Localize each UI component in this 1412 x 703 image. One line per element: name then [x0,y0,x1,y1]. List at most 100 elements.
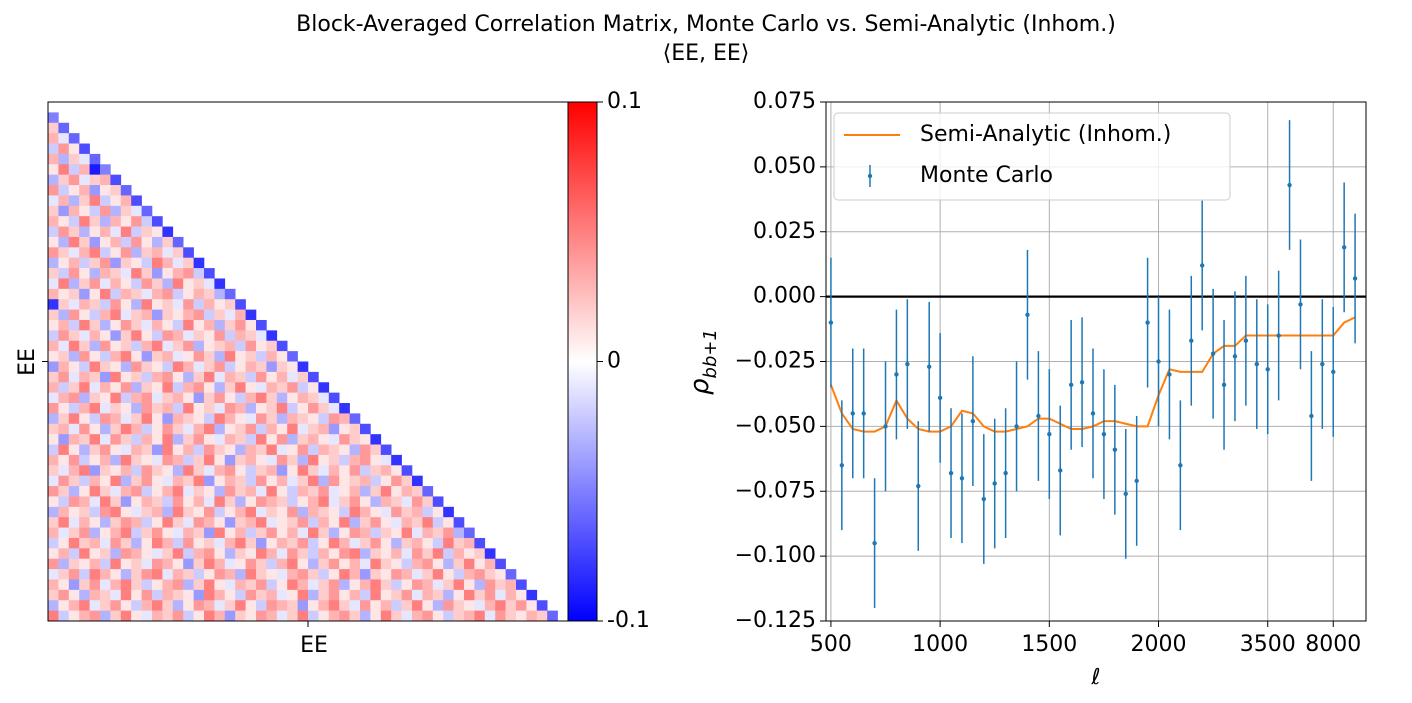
heatmap-cell [256,371,267,383]
heatmap-cell [100,361,111,373]
heatmap-cell [68,610,80,622]
heatmap-cell [58,527,70,539]
heatmap-cell [100,205,111,217]
heatmap-cell [204,299,215,310]
heatmap-cell [100,164,111,175]
heatmap-cell [256,610,267,622]
heatmap-cell [110,600,122,611]
heatmap-cell [245,517,257,528]
heatmap-cell [162,537,174,549]
point [992,481,997,486]
heatmap-cell [256,319,267,331]
point [1341,245,1347,250]
heatmap-cell [48,226,59,238]
heatmap-cell [495,558,506,570]
heatmap-cell [256,330,267,342]
heatmap-cell [193,548,205,560]
heatmap-cell [68,506,80,518]
heatmap-cell [318,517,330,528]
heatmap-cell [412,537,423,549]
heatmap-cell [110,537,122,549]
heatmap-cell [349,413,361,425]
heatmap-cell [256,382,267,393]
heatmap-cell [120,371,132,383]
heatmap-cell [370,465,382,476]
heatmap-cell [245,403,257,414]
heatmap-cell [318,413,330,425]
heatmap-cell [183,548,194,560]
heatmap-cell [152,382,163,393]
heatmap-cell [68,537,80,549]
heatmap-cell [162,392,174,404]
heatmap-cell [172,257,184,269]
heatmap-cell [110,351,122,362]
heatmap-cell [131,610,142,622]
heatmap-cell [214,319,226,331]
heatmap-cell [432,496,444,508]
heatmap-cell [58,558,70,570]
heatmap-cell [89,527,101,539]
heatmap-cell [131,257,142,269]
heatmap-cell [48,153,59,165]
heatmap-cell [172,309,184,321]
heatmap-cell [193,610,205,622]
heatmap-cell [193,569,205,580]
legend-swatch [867,173,873,179]
heatmap-cell [432,579,444,591]
heatmap-cell [287,600,298,611]
heatmap-cell [204,548,215,560]
heatmap-cell [422,600,434,611]
heatmap-cell [245,548,257,560]
heatmap-cell [141,558,153,570]
heatmap-cell [100,548,111,560]
heatmap-cell [48,371,59,383]
heatmap-cell [172,506,184,518]
heatmap-cell [380,558,392,570]
heatmap-cell [193,475,205,487]
heatmap-cell [68,579,80,591]
heatmap-cell [100,309,111,321]
heatmap-cell [214,579,226,591]
heatmap-cell [412,579,423,591]
heatmap-cell [245,309,257,321]
heatmap-cell [141,382,153,393]
heatmap-cell [360,454,371,466]
heatmap-cell [349,444,361,456]
heatmap-cell [152,340,163,352]
heatmap-cell [162,506,174,518]
heatmap-cell [276,465,288,476]
point [1309,413,1314,419]
heatmap-cell [141,413,153,425]
heatmap-cell [360,537,371,549]
heatmap-cell [48,558,59,570]
heatmap-cell [79,174,90,186]
heatmap-cell [131,319,142,331]
heatmap-cell [89,486,101,497]
heatmap-cell [183,288,194,300]
heatmap-cell [349,434,361,445]
heatmap-cell [245,589,257,601]
heatmap-cell [120,506,132,518]
heatmap-cell [422,496,434,508]
heatmap-cell [48,330,59,342]
heatmap-cell [380,486,392,497]
heatmap-cell [100,600,111,611]
heatmap-cell [183,589,194,601]
heatmap-cell [120,537,132,549]
heatmap-cell [401,465,413,476]
heatmap-cell [287,496,298,508]
heatmap-cell [100,257,111,269]
heatmap-cell [58,361,70,373]
heatmap-cell [58,413,70,425]
heatmap-cell [391,486,402,497]
heatmap-cell [422,506,434,518]
y-axis-label-subscript: bb+1 [700,329,721,378]
heatmap-cell [391,537,402,549]
heatmap-cell [152,236,163,248]
heatmap-cell [328,486,340,497]
point [948,470,954,476]
heatmap-cell [120,486,132,497]
heatmap-cell [183,403,194,414]
heatmap-cell [162,371,174,383]
heatmap-cell [120,413,132,425]
